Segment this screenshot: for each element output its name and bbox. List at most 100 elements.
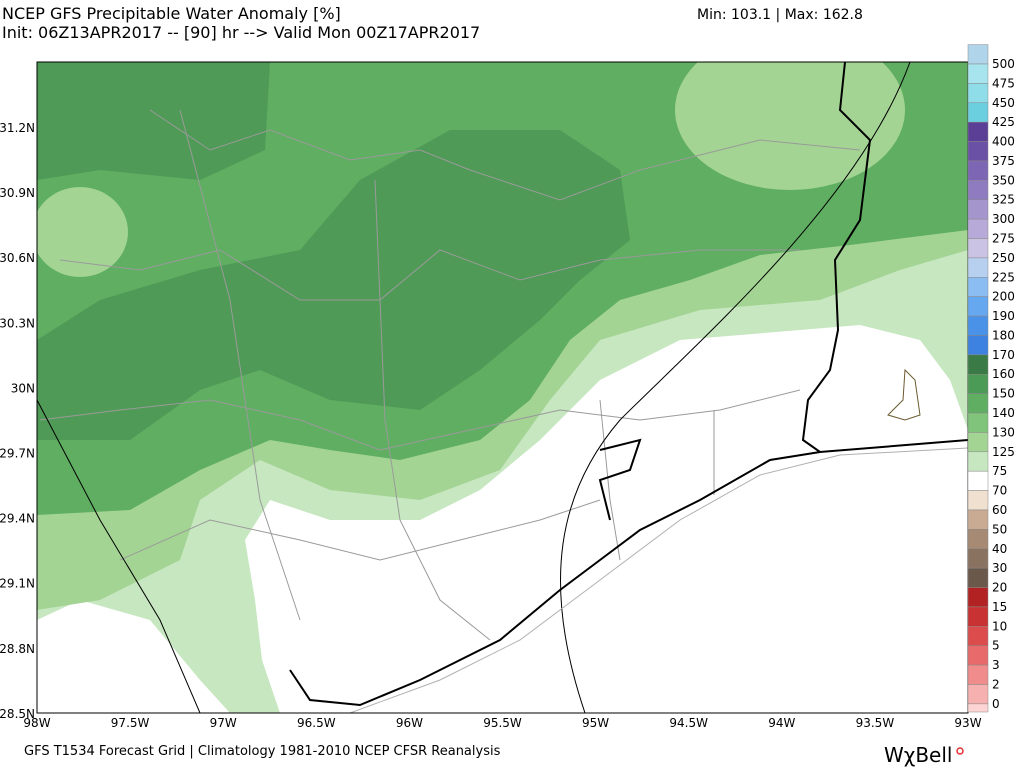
colorbar-label: 2: [992, 677, 1000, 691]
lon-label: 96.5W: [297, 716, 336, 730]
colorbar-box: [967, 102, 989, 123]
colorbar-label: 375: [992, 154, 1015, 168]
colorbar-label: 170: [992, 348, 1015, 362]
colorbar-box: [967, 257, 989, 278]
colorbar-box: [967, 412, 989, 433]
colorbar-label: 140: [992, 406, 1015, 420]
colorbar-box: [967, 315, 989, 336]
colorbar-box: [967, 567, 989, 588]
colorbar-box: [967, 63, 989, 84]
colorbar-box: [967, 490, 989, 511]
stats: Min: 103.1 | Max: 162.8: [697, 7, 863, 23]
colorbar-box: [967, 606, 989, 627]
colorbar-label: 10: [992, 619, 1007, 633]
colorbar-label: 50: [992, 522, 1007, 536]
title: NCEP GFS Precipitable Water Anomaly [%]: [2, 4, 341, 23]
colorbar-box: [967, 160, 989, 181]
colorbar-label: 225: [992, 270, 1015, 284]
colorbar-box: [967, 587, 989, 608]
colorbar-box: [967, 335, 989, 356]
colorbar-box: [967, 218, 989, 239]
colorbar-label: 500: [992, 57, 1015, 71]
lon-label: 97W: [210, 716, 237, 730]
colorbar-box: [967, 277, 989, 297]
lon-label: 95.5W: [483, 716, 522, 730]
colorbar-label: 300: [992, 212, 1015, 226]
colorbar-label: 15: [992, 600, 1007, 614]
colorbar-box: [967, 238, 989, 259]
lat-label: 28.8N: [0, 642, 35, 656]
lon-label: 93W: [954, 716, 981, 730]
colorbar-box: [967, 529, 989, 549]
colorbar-label: 190: [992, 309, 1015, 323]
colorbar-label: 400: [992, 135, 1015, 149]
field-160: [37, 130, 630, 440]
lat-label: 30.6N: [0, 251, 35, 265]
lat-label: 30.9N: [0, 186, 35, 200]
colorbar-label: 180: [992, 328, 1015, 342]
lon-label: 93.5W: [856, 716, 895, 730]
colorbar-box: [967, 180, 989, 200]
lon-label: 95W: [582, 716, 609, 730]
colorbar-box: [967, 354, 989, 375]
colorbar-label: 150: [992, 387, 1015, 401]
field-160: [37, 62, 270, 180]
lon-label: 98W: [23, 716, 50, 730]
map: [37, 62, 968, 713]
logo-mark: [956, 747, 964, 755]
colorbar-label: 0: [992, 697, 1000, 711]
field-140: [675, 62, 905, 190]
colorbar-box: [967, 509, 989, 530]
colorbar-label: 60: [992, 503, 1007, 517]
colorbar-label: 40: [992, 542, 1007, 556]
colorbar-box: [967, 121, 989, 142]
colorbar-box: [967, 645, 989, 666]
coastline: [289, 438, 821, 707]
lat-label: 29.4N: [0, 512, 35, 526]
colorbar-box: [967, 548, 989, 569]
colorbar-box: [967, 432, 989, 453]
colorbar-box: [967, 296, 989, 317]
colorbar-label: 475: [992, 76, 1015, 90]
lon-label: 96W: [396, 716, 423, 730]
colorbar-top: [967, 44, 989, 65]
colorbar-box: [967, 141, 989, 162]
colorbar-label: 5: [992, 639, 1000, 653]
lat-label: 28.5N: [0, 707, 35, 721]
county-lines: [39, 109, 861, 641]
colorbar-label: 70: [992, 484, 1007, 498]
lat-label: 29.7N: [0, 447, 35, 461]
contour: [887, 368, 921, 421]
colorbar-label: 20: [992, 581, 1007, 595]
colorbar-label: 200: [992, 290, 1015, 304]
colorbar-label: 250: [992, 251, 1015, 265]
lon-label: 94.5W: [669, 716, 708, 730]
offshore-line: [349, 447, 968, 713]
colorbar-box: [967, 684, 989, 705]
colorbar-box: [967, 664, 989, 685]
colorbar-label: 350: [992, 173, 1015, 187]
colorbar-label: 75: [992, 464, 1007, 478]
colorbar-box: [967, 470, 989, 491]
colorbar-box: [967, 199, 989, 220]
field-white: [37, 600, 230, 713]
lon-label: 94W: [768, 716, 795, 730]
colorbar-label: 30: [992, 561, 1007, 575]
lon-label: 97.5W: [111, 716, 150, 730]
field-white: [245, 325, 968, 713]
colorbar-label: 275: [992, 232, 1015, 246]
colorbar-box: [967, 451, 989, 472]
lat-label: 31.2N: [0, 121, 35, 135]
lat-label: 29.1N: [0, 577, 35, 591]
colorbar-box: [967, 373, 989, 394]
colorbar-label: 450: [992, 96, 1015, 110]
colorbar-label: 160: [992, 367, 1015, 381]
colorbar-label: 3: [992, 658, 1000, 672]
colorbar-box: [967, 393, 989, 414]
footer-source: GFS T1534 Forecast Grid | Climatology 19…: [24, 744, 501, 759]
range-rings: [37, 62, 911, 713]
subtitle: Init: 06Z13APR2017 -- [90] hr --> Valid …: [2, 23, 480, 42]
lat-label: 30.3N: [0, 316, 35, 330]
